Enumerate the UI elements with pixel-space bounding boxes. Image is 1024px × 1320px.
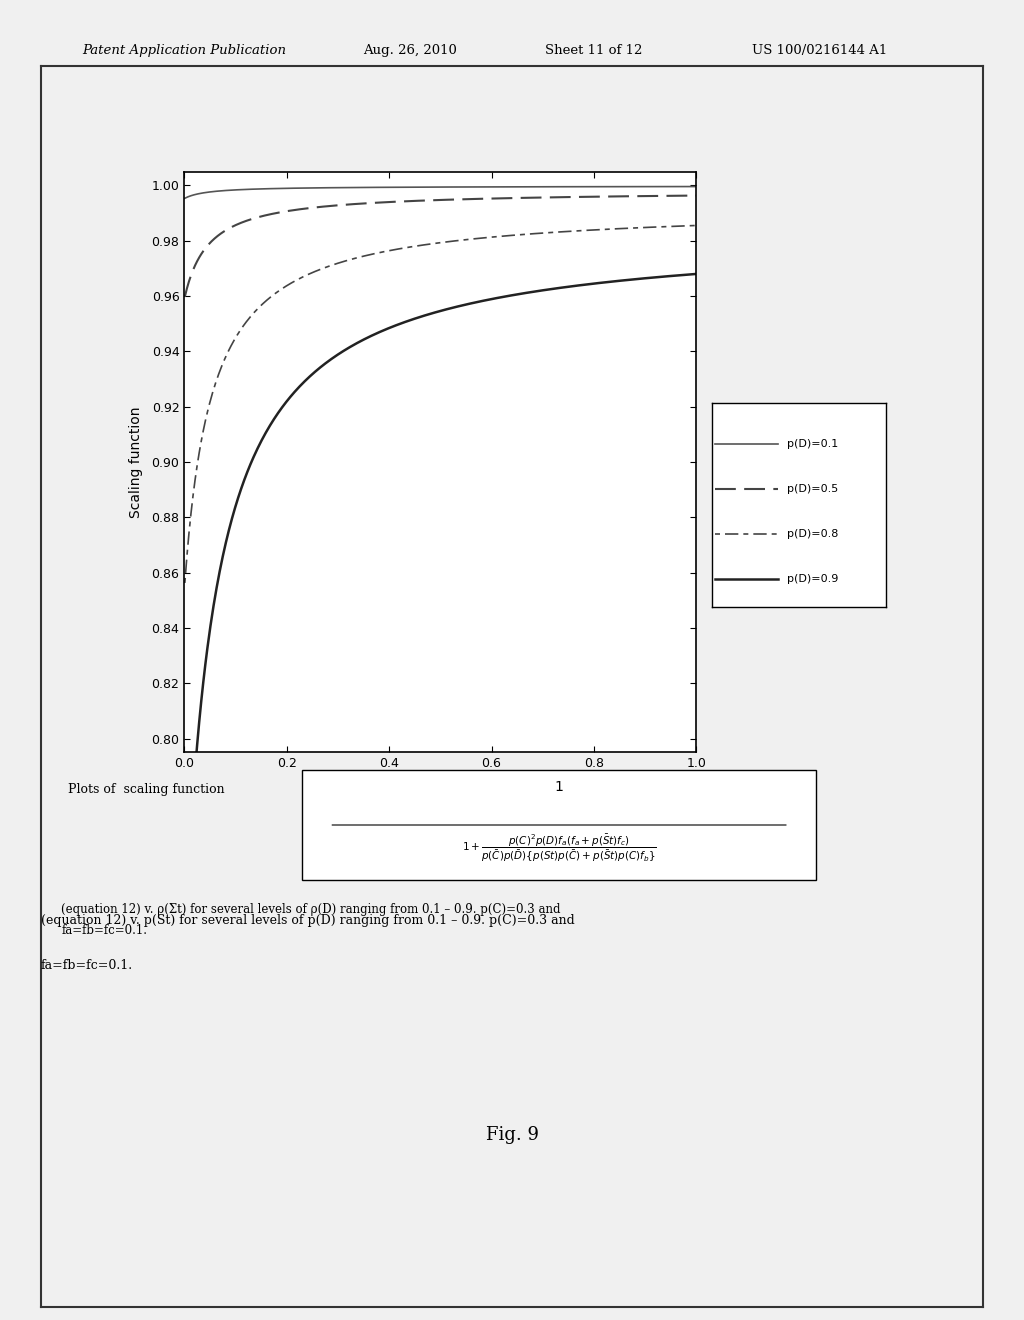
p(D)=0.8 xyxy=(425,236,437,252)
Text: p(D)=0.1: p(D)=0.1 xyxy=(786,438,838,449)
p(D)=0.9 xyxy=(690,267,702,282)
Text: 1: 1 xyxy=(555,780,563,793)
p(D)=0.5 xyxy=(678,187,690,203)
p(D)=0.8 xyxy=(422,236,434,252)
p(D)=0.8 xyxy=(690,218,702,234)
p(D)=0.8 xyxy=(483,230,496,246)
p(D)=0.8 xyxy=(678,218,690,234)
p(D)=0.8 xyxy=(598,222,610,238)
Text: fa=fb=fc=0.1.: fa=fb=fc=0.1. xyxy=(61,924,147,937)
Line: p(D)=0.5: p(D)=0.5 xyxy=(184,195,696,297)
Y-axis label: Scaling function: Scaling function xyxy=(129,407,143,517)
Text: Patent Application Publication: Patent Application Publication xyxy=(82,44,286,57)
p(D)=0.5 xyxy=(456,191,468,207)
Text: (equation 12) v. p(St) for several levels of p(D) ranging from 0.1 – 0.9. p(C)=0: (equation 12) v. p(St) for several level… xyxy=(41,913,574,927)
p(D)=0.9 xyxy=(456,297,468,313)
Line: p(D)=0.8: p(D)=0.8 xyxy=(184,226,696,583)
p(D)=0.9 xyxy=(422,306,434,322)
Text: Aug. 26, 2010: Aug. 26, 2010 xyxy=(362,44,457,57)
Text: Fig. 9: Fig. 9 xyxy=(485,1126,539,1144)
p(D)=0.5 xyxy=(690,187,702,203)
p(D)=0.5 xyxy=(483,190,496,206)
p(D)=0.1 xyxy=(178,190,190,206)
Text: p(D)=0.5: p(D)=0.5 xyxy=(786,483,838,494)
Line: p(D)=0.1: p(D)=0.1 xyxy=(184,186,696,198)
Text: p(D)=0.9: p(D)=0.9 xyxy=(786,574,838,583)
p(D)=0.8 xyxy=(178,576,190,591)
Text: Sheet 11 of 12: Sheet 11 of 12 xyxy=(545,44,643,57)
Text: (equation 12) v. ρ(Σt) for several levels of ρ(D) ranging from 0.1 – 0.9. p(C)=0: (equation 12) v. ρ(Σt) for several level… xyxy=(61,903,561,916)
p(D)=0.9 xyxy=(178,936,190,952)
Text: p(D)=0.8: p(D)=0.8 xyxy=(786,528,838,539)
p(D)=0.5 xyxy=(425,193,437,209)
p(D)=0.5 xyxy=(178,289,190,305)
p(D)=0.1 xyxy=(483,180,496,195)
p(D)=0.1 xyxy=(690,178,702,194)
p(D)=0.1 xyxy=(678,178,690,194)
p(D)=0.1 xyxy=(456,180,468,195)
Line: p(D)=0.9: p(D)=0.9 xyxy=(184,275,696,944)
p(D)=0.1 xyxy=(598,178,610,194)
p(D)=0.9 xyxy=(483,292,496,308)
FancyBboxPatch shape xyxy=(302,771,816,879)
Text: fa=fb=fc=0.1.: fa=fb=fc=0.1. xyxy=(41,958,133,972)
p(D)=0.9 xyxy=(425,306,437,322)
p(D)=0.5 xyxy=(598,189,610,205)
X-axis label: p(St): p(St) xyxy=(423,776,458,789)
p(D)=0.1 xyxy=(422,180,434,195)
Text: $1+\dfrac{p(C)^2p(D)f_a(f_a+p(\bar{S}t)f_c)}{p(\bar{C})p(\bar{D})\{p(St)p(\bar{C: $1+\dfrac{p(C)^2p(D)f_a(f_a+p(\bar{S}t)f… xyxy=(462,832,656,863)
Text: Plots of  scaling function: Plots of scaling function xyxy=(68,783,224,796)
p(D)=0.1 xyxy=(425,180,437,195)
p(D)=0.9 xyxy=(678,267,690,282)
p(D)=0.8 xyxy=(456,232,468,248)
p(D)=0.9 xyxy=(598,275,610,290)
p(D)=0.5 xyxy=(422,193,434,209)
Text: US 100/0216144 A1: US 100/0216144 A1 xyxy=(752,44,887,57)
